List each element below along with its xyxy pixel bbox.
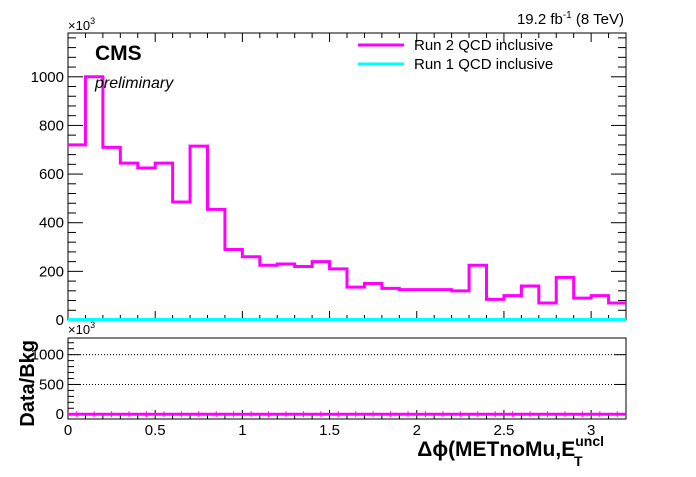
y-tick-label: 200 xyxy=(39,263,64,280)
y-tick-label: 600 xyxy=(39,166,64,183)
y-tick-label: 1000 xyxy=(31,69,64,86)
ratio-y-tick-label: 1000 xyxy=(31,347,64,364)
legend-label-run2: Run 2 QCD inclusive xyxy=(414,37,553,54)
main-axis-tick-labels: 0 200 400 600 800 1000 xyxy=(31,69,64,329)
main-series-group xyxy=(68,75,626,322)
ratio-y-tick-label: 500 xyxy=(39,376,64,393)
y-tick-label: 800 xyxy=(39,117,64,134)
lumi-label: 19.2 fb-1 (8 TeV) xyxy=(517,10,624,28)
x-tick-label: 2 xyxy=(413,422,421,439)
x-axis-label: Δϕ(METnoMu,Euncl T xyxy=(417,433,604,469)
x-tick-label: 1.5 xyxy=(319,422,340,439)
main-plot-panel: 0 200 400 600 800 1000 ×103 19.2 fb-1 (8 TeV)… xyxy=(31,10,627,329)
cms-sublabel: preliminary xyxy=(94,75,174,92)
legend-label-run1: Run 1 QCD inclusive xyxy=(414,56,553,73)
ratio-plot-panel: 0 500 1000 0 0.5 1 1.5 2 2.5 3 ×103 Data/Bkg Δϕ(M… xyxy=(17,320,627,469)
series-run2-qcd-line xyxy=(68,75,626,305)
ratio-gridlines xyxy=(68,354,626,385)
x-tick-label: 1 xyxy=(238,422,246,439)
ratio-y-tick-label: 0 xyxy=(56,406,64,423)
x-tick-label: 0 xyxy=(64,422,72,439)
legend: Run 2 QCD inclusive Run 1 QCD inclusive xyxy=(358,37,553,73)
ratio-y-axis-label: Data/Bkg xyxy=(17,340,39,427)
ratio-exponent-label: ×103 xyxy=(68,320,95,337)
ratio-plot-frame xyxy=(67,337,627,420)
x-tick-label: 3 xyxy=(587,422,595,439)
y-tick-label: 400 xyxy=(39,215,64,232)
ratio-series-group xyxy=(68,411,626,418)
x-tick-label: 0.5 xyxy=(145,422,166,439)
y-tick-label: 0 xyxy=(56,312,64,329)
x-tick-label: 2.5 xyxy=(494,422,515,439)
ratio-axis-tick-labels: 0 500 1000 0 0.5 1 1.5 2 2.5 3 xyxy=(31,347,596,439)
main-exponent-label: ×103 xyxy=(68,16,95,33)
cms-label: CMS xyxy=(95,42,142,65)
